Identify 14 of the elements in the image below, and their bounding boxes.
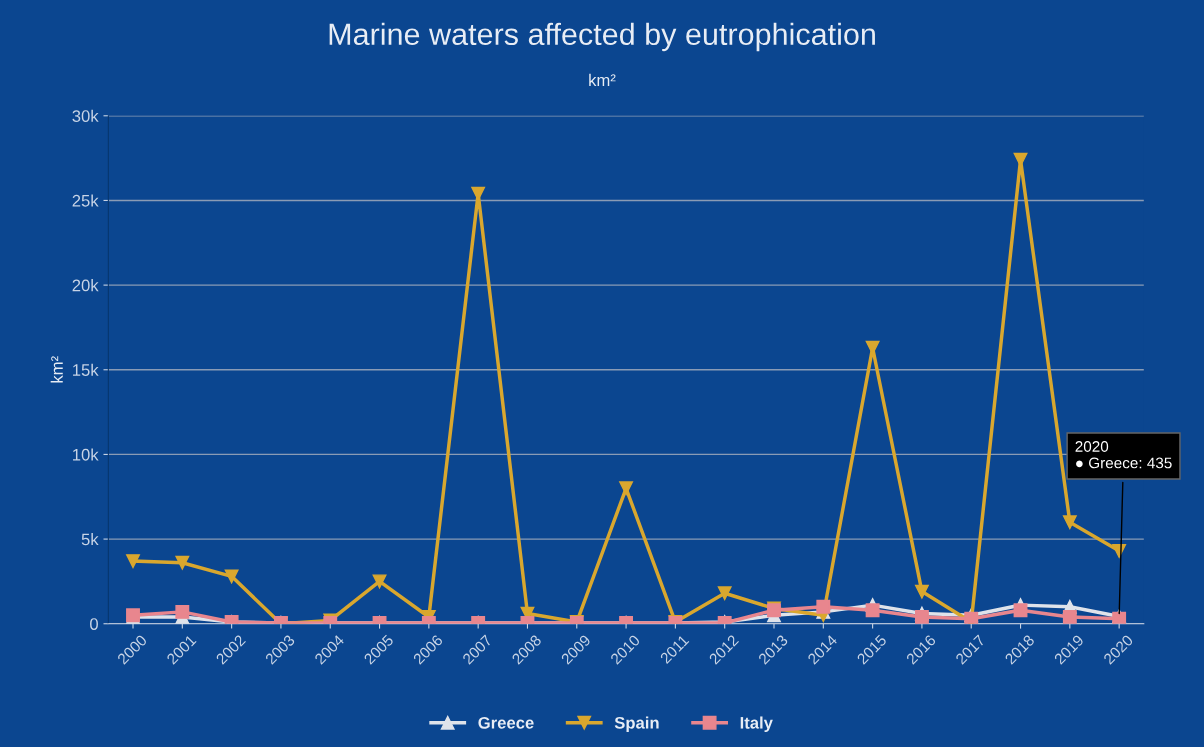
chart-subtitle: km² xyxy=(589,73,616,86)
y-tick-label: 30k xyxy=(72,109,99,122)
legend-label: Italy xyxy=(740,716,773,732)
y-tick-label: 15k xyxy=(73,363,99,376)
chart-title: Marine waters affected by eutrophication xyxy=(329,22,875,52)
annotation: 2020 ● Greece: 435 xyxy=(1075,441,1172,469)
y-tick-label: 0 xyxy=(90,618,98,630)
y-tick-label: 25k xyxy=(72,194,99,207)
legend-label: Spain xyxy=(614,716,659,732)
y-tick-label: 10k xyxy=(73,448,99,461)
y-tick-label: 20k xyxy=(72,279,99,292)
legend-label: Greece xyxy=(478,716,534,729)
y-axis-title: km² xyxy=(50,356,63,383)
y-tick-label: 5k xyxy=(81,533,99,546)
